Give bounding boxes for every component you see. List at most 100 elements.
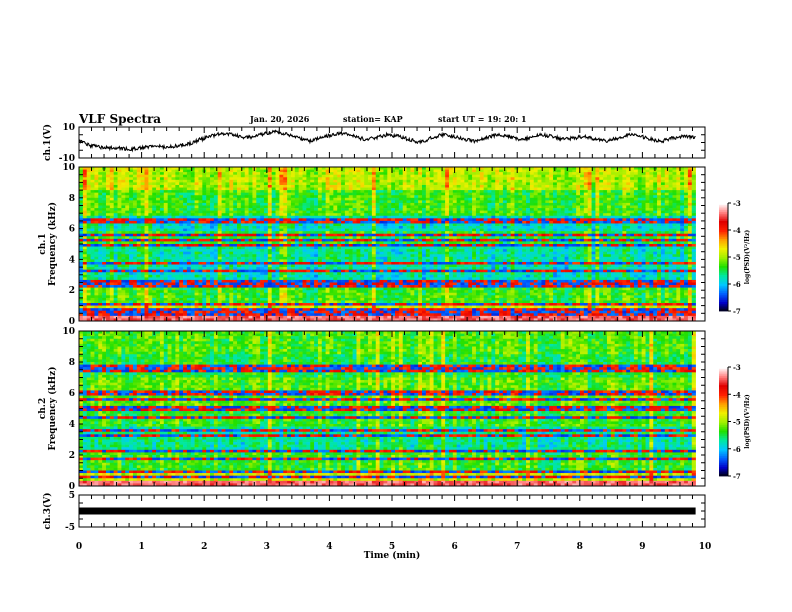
spectrogram-cell bbox=[688, 216, 692, 219]
spectrogram-cell bbox=[256, 185, 260, 188]
spectrogram-cell bbox=[160, 213, 164, 216]
spectrogram-cell bbox=[183, 234, 187, 237]
spectrogram-cell bbox=[407, 223, 411, 226]
spectrogram-cell bbox=[252, 172, 256, 175]
spectrogram-cell bbox=[484, 221, 488, 224]
spectrogram-cell bbox=[229, 175, 233, 178]
spectrogram-cell bbox=[83, 229, 87, 232]
spectrogram-cell bbox=[318, 231, 322, 234]
spectrogram-cell bbox=[418, 182, 422, 185]
spectrogram-cell bbox=[672, 226, 676, 229]
spectrogram-cell bbox=[218, 234, 222, 237]
spectrogram-cell bbox=[461, 198, 465, 201]
spectrogram-cell bbox=[276, 206, 280, 209]
spectrogram-cell bbox=[619, 226, 623, 229]
spectrogram-cell bbox=[534, 223, 538, 226]
spectrogram-cell bbox=[121, 247, 125, 250]
spectrogram-cell bbox=[476, 203, 480, 206]
spectrogram-cell bbox=[337, 200, 341, 203]
spectrogram-cell bbox=[657, 236, 661, 239]
spectrogram-cell bbox=[191, 244, 195, 247]
spectrogram-cell bbox=[665, 200, 669, 203]
spectrogram-cell bbox=[495, 234, 499, 237]
spectrogram-cell bbox=[518, 211, 522, 214]
spectrogram-cell bbox=[422, 200, 426, 203]
spectrogram-cell bbox=[488, 172, 492, 175]
spectrogram-cell bbox=[453, 198, 457, 201]
spectrogram-cell bbox=[314, 213, 318, 216]
spectrogram-cell bbox=[445, 226, 449, 229]
spectrogram-cell bbox=[94, 213, 98, 216]
spectrogram-cell bbox=[476, 208, 480, 211]
spectrogram-cell bbox=[171, 172, 175, 175]
spectrogram-cell bbox=[549, 229, 553, 232]
spectrogram-cell bbox=[356, 234, 360, 237]
spectrogram-cell bbox=[349, 198, 353, 201]
spectrogram-cell bbox=[430, 208, 434, 211]
spectrogram-cell bbox=[295, 244, 299, 247]
spectrogram-cell bbox=[407, 244, 411, 247]
spectrogram-cell bbox=[364, 182, 368, 185]
spectrogram-cell bbox=[160, 229, 164, 232]
spectrogram-cell bbox=[276, 190, 280, 193]
spectrogram-cell bbox=[553, 200, 557, 203]
spectrogram-cell bbox=[168, 211, 172, 214]
spectrogram-cell bbox=[476, 180, 480, 183]
spectrogram-cell bbox=[595, 177, 599, 180]
spectrogram-cell bbox=[410, 223, 414, 226]
spectrogram-cell bbox=[164, 216, 168, 219]
spectrogram-cell bbox=[434, 206, 438, 209]
spectrogram-cell bbox=[141, 216, 145, 219]
spectrogram-cell bbox=[229, 208, 233, 211]
spectrogram-cell bbox=[106, 213, 110, 216]
spectrogram-cell bbox=[349, 244, 353, 247]
spectrogram-cell bbox=[595, 193, 599, 196]
spectrogram-cell bbox=[152, 172, 156, 175]
spectrogram-cell bbox=[630, 203, 634, 206]
spectrogram-cell bbox=[530, 234, 534, 237]
spectrogram-cell bbox=[118, 200, 122, 203]
spectrogram-cell bbox=[376, 193, 380, 196]
spectrogram-cell bbox=[634, 175, 638, 178]
spectrogram-cell bbox=[279, 175, 283, 178]
spectrogram-cell bbox=[118, 247, 122, 250]
spectrogram-cell bbox=[441, 200, 445, 203]
spectrogram-cell bbox=[457, 193, 461, 196]
spectrogram-cell bbox=[187, 241, 191, 244]
spectrogram-cell bbox=[638, 206, 642, 209]
spectrogram-cell bbox=[495, 198, 499, 201]
spectrogram-cell bbox=[368, 221, 372, 224]
spectrogram-cell bbox=[464, 231, 468, 234]
spectrogram-cell bbox=[326, 216, 330, 219]
spectrogram-cell bbox=[680, 172, 684, 175]
spectrogram-cell bbox=[588, 170, 592, 173]
spectrogram-cell bbox=[676, 195, 680, 198]
spectrogram-cell bbox=[171, 177, 175, 180]
spectrogram-cell bbox=[414, 203, 418, 206]
spectrogram-cell bbox=[672, 185, 676, 188]
spectrogram-cell bbox=[360, 208, 364, 211]
spectrogram-cell bbox=[468, 239, 472, 242]
spectrogram-cell bbox=[684, 185, 688, 188]
spectrogram-cell bbox=[191, 216, 195, 219]
spectrogram-cell bbox=[129, 229, 133, 232]
spectrogram-cell bbox=[538, 229, 542, 232]
spectrogram-cell bbox=[160, 185, 164, 188]
spectrogram-cell bbox=[102, 234, 106, 237]
spectrogram-cell bbox=[245, 218, 249, 221]
spectrogram-cell bbox=[646, 231, 650, 234]
spectrogram-cell bbox=[383, 172, 387, 175]
spectrogram-cell bbox=[642, 218, 646, 221]
spectrogram-cell bbox=[110, 239, 114, 242]
spectrogram-cell bbox=[665, 172, 669, 175]
spectrogram-cell bbox=[657, 185, 661, 188]
spectrogram-cell bbox=[588, 172, 592, 175]
spectrogram-cell bbox=[152, 198, 156, 201]
spectrogram-cell bbox=[426, 208, 430, 211]
spectrogram-cell bbox=[653, 229, 657, 232]
spectrogram-cell bbox=[592, 218, 596, 221]
spectrogram-cell bbox=[584, 236, 588, 239]
spectrogram-cell bbox=[665, 213, 669, 216]
spectrogram-cell bbox=[626, 211, 630, 214]
spectrogram-cell bbox=[511, 211, 515, 214]
